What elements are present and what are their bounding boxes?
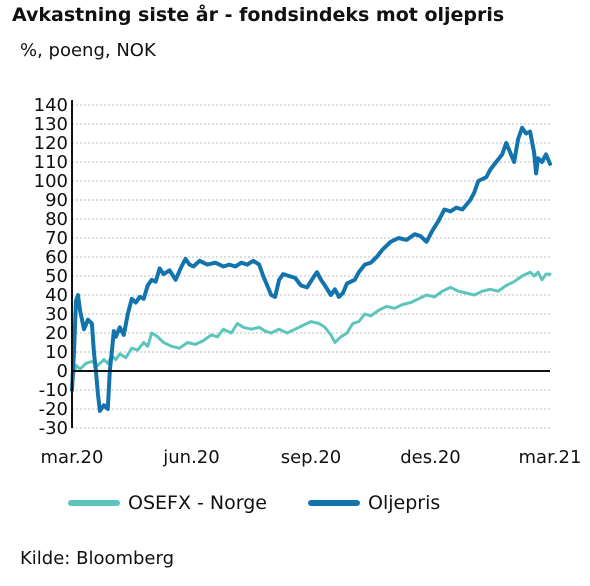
chart-title: Avkastning siste år - fondsindeks mot ol… <box>12 4 505 26</box>
legend-swatch-osefx <box>68 500 120 506</box>
y-tick-label: 70 <box>45 228 68 249</box>
legend-swatch-oljepris <box>308 500 360 506</box>
y-tick-label: 100 <box>34 171 68 192</box>
series-line-osefx <box>70 270 552 382</box>
x-tick-label: mar.21 <box>519 447 582 468</box>
y-tick-label: 40 <box>45 285 68 306</box>
x-tick-label: sep.20 <box>281 447 342 468</box>
grid-lines <box>72 104 550 429</box>
x-tick-label: des.20 <box>400 447 461 468</box>
y-tick-label: 120 <box>34 133 68 154</box>
chart-legend: OSEFX - Norge Oljepris <box>0 492 590 522</box>
y-tick-label: 140 <box>34 95 68 116</box>
y-tick-label: 10 <box>45 342 68 363</box>
y-tick-label: 110 <box>34 152 68 173</box>
y-tick-label: -30 <box>39 418 68 439</box>
y-tick-label: 80 <box>45 209 68 230</box>
legend-item-osefx: OSEFX - Norge <box>68 492 267 514</box>
x-tick-label: jun.20 <box>162 447 219 468</box>
legend-label-osefx: OSEFX - Norge <box>128 492 267 514</box>
y-tick-label: 50 <box>45 266 68 287</box>
y-tick-label: 60 <box>45 247 68 268</box>
series-lines <box>70 125 552 413</box>
y-tick-label: -10 <box>39 380 68 401</box>
y-tick-label: 0 <box>57 361 68 382</box>
chart-subtitle: %, poeng, NOK <box>20 40 156 61</box>
y-tick-label: 30 <box>45 304 68 325</box>
y-axis-ticks: 1401301201101009080706050403020100-10-20… <box>34 95 68 439</box>
series-line-oljepris <box>70 125 552 413</box>
x-axis-ticks: mar.20 jun.20 sep.20 des.20 mar.21 <box>41 447 582 468</box>
y-tick-label: -20 <box>39 399 68 420</box>
legend-label-oljepris: Oljepris <box>368 492 441 514</box>
y-tick-label: 90 <box>45 190 68 211</box>
y-tick-label: 130 <box>34 114 68 135</box>
y-tick-label: 20 <box>45 323 68 344</box>
source-note: Kilde: Bloomberg <box>20 548 175 569</box>
legend-item-oljepris: Oljepris <box>308 492 440 514</box>
line-chart: 1401301201101009080706050403020100-10-20… <box>34 95 582 468</box>
x-tick-label: mar.20 <box>41 447 104 468</box>
axes <box>71 100 550 428</box>
